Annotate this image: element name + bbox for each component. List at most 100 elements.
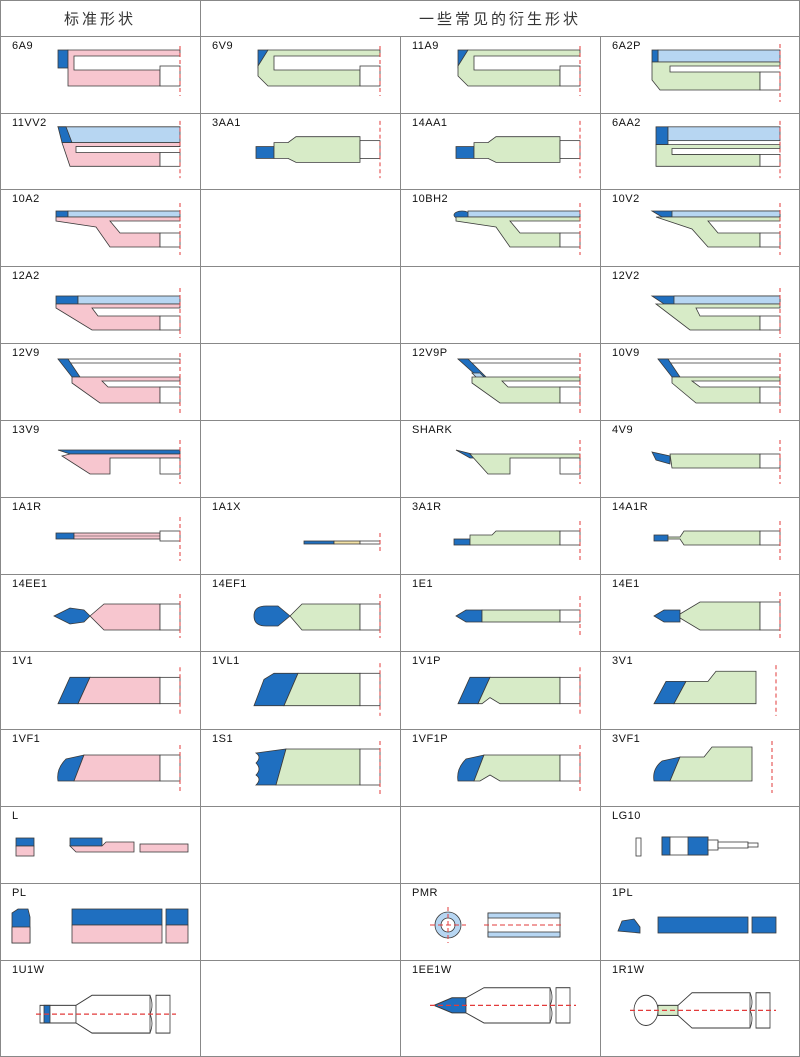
- shape-cell-10bh2: 10BH2: [400, 189, 600, 266]
- abrasive-layer: [672, 211, 780, 217]
- shaft: [560, 66, 580, 86]
- shape-drawing: [200, 113, 400, 189]
- abrasive-rim: [56, 211, 68, 217]
- wheel-body: [474, 137, 560, 163]
- shaft: [160, 458, 180, 474]
- shape-drawing: [0, 497, 200, 574]
- abrasive-layer: [58, 127, 180, 143]
- empty-cell: [200, 960, 400, 1057]
- shaft: [560, 233, 580, 247]
- abrasive-line: [458, 359, 580, 363]
- shape-cell-1vf1p: 1VF1P: [400, 729, 600, 806]
- wheel-body: [78, 677, 160, 703]
- abrasive-right: [688, 837, 708, 855]
- shaft: [560, 610, 580, 622]
- shape-drawing: [200, 36, 400, 113]
- bar-end-top: [166, 909, 188, 925]
- shaft: [760, 72, 780, 90]
- shape-drawing: [0, 189, 200, 266]
- shaft: [560, 677, 580, 703]
- abrasive-layer: [674, 296, 780, 304]
- abrasive-edge: [652, 50, 658, 62]
- tip: [748, 843, 758, 847]
- wheel-body: [470, 531, 560, 545]
- bar-end-bottom: [166, 925, 188, 943]
- shaft: [360, 541, 380, 544]
- shape-cell-10v2: 10V2: [600, 189, 800, 266]
- shape-cell-14e1: 14E1: [600, 574, 800, 651]
- shape-drawing: [0, 343, 200, 420]
- shaft: [760, 233, 780, 247]
- shape-cell-6v9: 6V9: [200, 36, 400, 113]
- shape-drawing: [600, 36, 800, 113]
- shaft: [160, 233, 180, 247]
- empty-cell: [200, 343, 400, 420]
- shape-drawing: [400, 574, 600, 651]
- shape-cell-12v9: 12V9: [0, 343, 200, 420]
- shape-cell-1r1w: 1R1W: [600, 960, 800, 1057]
- shape-cell-10v9: 10V9: [600, 343, 800, 420]
- segment-top: [16, 838, 34, 846]
- cylinder-top: [488, 913, 560, 918]
- shape-drawing: [0, 960, 200, 1057]
- shaft: [360, 66, 380, 86]
- shape-drawing: [600, 420, 800, 497]
- shape-cell-6a2p: 6A2P: [600, 36, 800, 113]
- shape-drawing: [0, 883, 200, 960]
- shaft: [560, 387, 580, 403]
- shape-drawing: [0, 574, 200, 651]
- shape-cell-12v9p: 12V9P: [400, 343, 600, 420]
- shape-drawing: [600, 574, 800, 651]
- wheel-body: [482, 610, 560, 622]
- shaft: [160, 152, 180, 166]
- shaft: [160, 677, 180, 703]
- wheel-body: [670, 747, 752, 781]
- shape-cell-3v1: 3V1: [600, 651, 800, 729]
- empty-cell: [200, 266, 400, 343]
- shape-cell-1v1p: 1V1P: [400, 651, 600, 729]
- abrasive-edge: [652, 452, 670, 464]
- abrasive-layer: [658, 50, 780, 62]
- shape-drawing: [600, 651, 800, 729]
- shaft: [160, 387, 180, 403]
- bar-body: [658, 917, 748, 933]
- shape-cell-4v9: 4V9: [600, 420, 800, 497]
- wheel-body: [670, 454, 760, 468]
- wheel-body: [74, 755, 160, 781]
- abrasive-rim: [454, 539, 470, 545]
- shape-cell-1a1r: 1A1R: [0, 497, 200, 574]
- shape-drawing: [600, 497, 800, 574]
- bar-top: [70, 838, 102, 846]
- abrasive-layer: [668, 127, 780, 141]
- shaft: [160, 755, 180, 781]
- abrasive-tip: [256, 147, 274, 159]
- empty-cell: [400, 806, 600, 883]
- shape-cell-pmr: PMR: [400, 883, 600, 960]
- profile-bottom: [12, 927, 30, 943]
- shape-drawing: [0, 36, 200, 113]
- abrasive-tip: [456, 147, 474, 159]
- shape-cell-6a9: 6A9: [0, 36, 200, 113]
- bar-top: [72, 909, 162, 925]
- abrasive-rim: [656, 127, 668, 145]
- shape-cell-13v9: 13V9: [0, 420, 200, 497]
- wheel-body: [274, 137, 360, 163]
- shape-drawing: [600, 883, 800, 960]
- abrasive-rim: [56, 533, 74, 539]
- shape-cell-14aa1: 14AA1: [400, 113, 600, 189]
- empty-cell: [400, 266, 600, 343]
- shape-drawing: [600, 960, 800, 1057]
- shape-cell-14a1r: 14A1R: [600, 497, 800, 574]
- abrasive-rim: [58, 50, 68, 68]
- profile: [618, 919, 640, 933]
- neck: [708, 840, 718, 850]
- shape-drawing: [600, 189, 800, 266]
- shaft: [160, 316, 180, 330]
- shape-cell-pl: PL: [0, 883, 200, 960]
- shape-cell-1vl1: 1VL1: [200, 651, 400, 729]
- wheel-body: [474, 755, 560, 781]
- shape-drawing: [400, 497, 600, 574]
- bar-body: [72, 925, 162, 943]
- shank: [718, 842, 748, 848]
